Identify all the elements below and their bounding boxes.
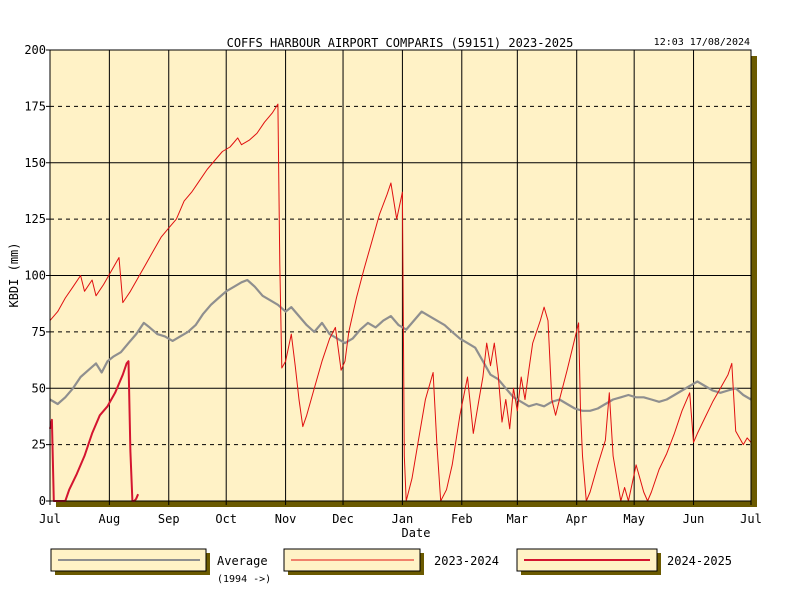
- xtick-label-apr-9: Apr: [566, 512, 588, 526]
- xtick-label-jan-6: Jan: [392, 512, 414, 526]
- ytick-label-25: 25: [32, 438, 46, 452]
- grid: [50, 50, 751, 501]
- xtick-label-jul-12: Jul: [740, 512, 762, 526]
- xtick-label-oct-3: Oct: [215, 512, 237, 526]
- legend-item-2024-2025: 2024-2025: [516, 548, 732, 575]
- xtick-label-may-10: May: [623, 512, 645, 526]
- legend-item-2023-2024: 2023-2024: [283, 548, 499, 575]
- legend-sublabel-average: (1994 ->): [217, 574, 271, 585]
- series-2023-2024-line: [49, 103, 752, 502]
- ytick-label-200: 200: [24, 43, 46, 57]
- chart-title: COFFS HARBOUR AIRPORT COMPARIS (59151) 2…: [227, 36, 574, 50]
- y-axis-label: KBDI (mm): [7, 242, 21, 307]
- ytick-label-150: 150: [24, 156, 46, 170]
- x-axis-label: Date: [402, 526, 431, 540]
- legend-label-average: Average: [217, 554, 268, 568]
- ytick-label-75: 75: [32, 325, 46, 339]
- xtick-label-aug-1: Aug: [99, 512, 121, 526]
- xtick-label-nov-4: Nov: [275, 512, 297, 526]
- xtick-label-jul-0: Jul: [39, 512, 61, 526]
- xtick-label-jun-11: Jun: [683, 512, 705, 526]
- tick-labels: 0 25 50 75 100 125 150 175 200 Jul Aug Sep Oct Nov Dec…: [24, 43, 762, 526]
- legend: Average (1994 ->) 2023-2024 2024-2025: [50, 548, 732, 585]
- xtick-label-feb-7: Feb: [451, 512, 473, 526]
- series-average-line: [49, 278, 752, 412]
- ytick-label-0: 0: [39, 494, 46, 508]
- ytick-label-100: 100: [24, 269, 46, 283]
- ytick-label-175: 175: [24, 99, 46, 113]
- xtick-label-sep-2: Sep: [158, 512, 180, 526]
- legend-label-2023-2024: 2023-2024: [434, 554, 499, 568]
- timestamp: 12:03 17/08/2024: [654, 37, 750, 48]
- xtick-label-dec-5: Dec: [332, 512, 354, 526]
- legend-item-average: Average (1994 ->): [50, 548, 271, 585]
- ytick-label-50: 50: [32, 381, 46, 395]
- legend-label-2024-2025: 2024-2025: [667, 554, 732, 568]
- ytick-label-125: 125: [24, 212, 46, 226]
- xtick-label-mar-8: Mar: [506, 512, 528, 526]
